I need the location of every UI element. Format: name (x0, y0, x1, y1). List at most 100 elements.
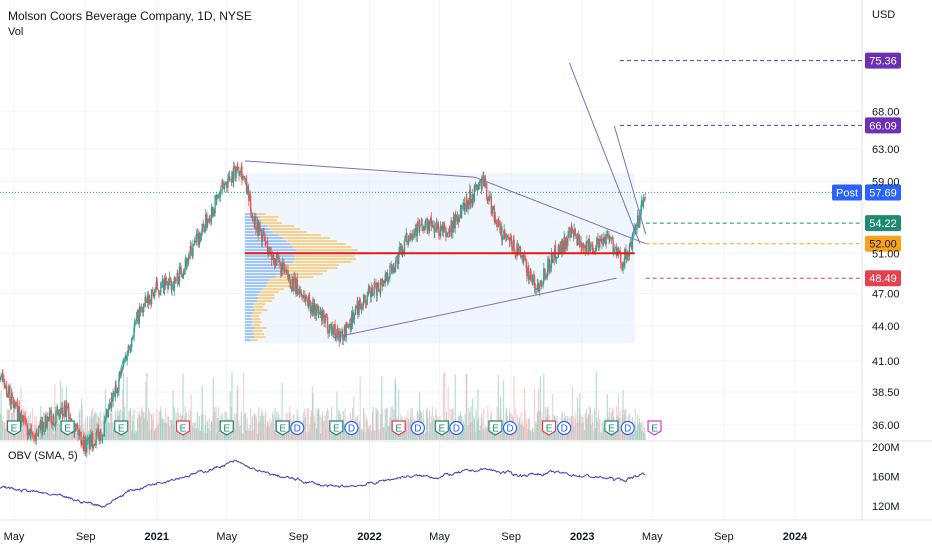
event-marker-letter: E (333, 424, 340, 435)
volume-label: Vol (8, 26, 24, 38)
profile-bar-up (244, 309, 255, 312)
volume-bar (551, 393, 554, 440)
candle-body (590, 245, 592, 247)
candle-body (65, 404, 68, 417)
volume-bar (2, 416, 4, 440)
candle-body (592, 245, 594, 253)
candle-body (27, 431, 30, 436)
profile-bar-down (254, 327, 267, 330)
candle-body (367, 289, 370, 295)
profile-bar-up (244, 291, 261, 294)
volume-bar (115, 425, 117, 440)
candle-body (636, 222, 638, 230)
volume-bar (128, 410, 130, 440)
candle-body (47, 417, 50, 421)
candle-body (597, 238, 599, 244)
candle-body (19, 413, 21, 421)
volume-bar (190, 395, 192, 440)
volume-bar (281, 382, 283, 440)
candle-body (212, 209, 215, 217)
candle-body (393, 267, 395, 272)
candle-body (397, 252, 400, 264)
candle-body (490, 196, 493, 214)
candle-body (286, 270, 288, 271)
candle-body (441, 225, 444, 231)
candle-body (341, 331, 343, 335)
volume-bar (372, 406, 374, 440)
candle-body (105, 414, 107, 420)
candle-body (31, 432, 34, 436)
candle-body (364, 295, 366, 302)
candle-body (288, 274, 291, 281)
profile-bar-down (294, 258, 356, 261)
candle-body (469, 189, 472, 204)
candle-body (625, 248, 627, 254)
dividend-marker (620, 420, 635, 436)
candle-body (504, 229, 506, 237)
volume-bar (479, 425, 481, 440)
candle-body (404, 236, 406, 241)
volume-bar (483, 408, 485, 440)
candle-body (9, 385, 11, 403)
volume-bar (269, 417, 271, 440)
candle-body (173, 277, 175, 291)
candle-body (298, 289, 300, 291)
candle-body (570, 227, 572, 238)
candle-body (133, 327, 135, 338)
candle-body (273, 259, 276, 266)
volume-bar (575, 412, 577, 440)
obv-label: OBV (SMA, 5) (8, 450, 78, 462)
volume-bar (250, 430, 252, 440)
candle-body (180, 269, 182, 275)
candle-body (157, 289, 160, 292)
candle-body (494, 216, 497, 223)
candle-body (398, 247, 400, 253)
candle-body (163, 277, 166, 294)
candle-body (200, 232, 203, 236)
candle-body (568, 231, 571, 233)
candle-body (447, 232, 449, 234)
obv-tick-label: 200M (872, 442, 900, 454)
candle-body (421, 219, 423, 228)
volume-bar (233, 412, 235, 440)
candle-body (361, 307, 363, 309)
event-marker-letter: E (395, 424, 402, 435)
dividend-marker (502, 420, 518, 436)
candle-body (354, 307, 357, 315)
volume-bar (470, 406, 472, 440)
candle-body (574, 229, 576, 235)
candle-body (375, 283, 377, 289)
volume-bar (318, 407, 320, 440)
candle-body (169, 277, 171, 281)
price-tag-label: 75.36 (869, 56, 897, 68)
candle-body (122, 361, 124, 369)
volume-bar (325, 411, 327, 440)
candle-body (349, 323, 351, 330)
candle-body (48, 413, 51, 421)
candle-body (175, 279, 177, 281)
profile-bar-down (259, 216, 279, 219)
volume-bar (315, 428, 318, 440)
candle-body (178, 266, 181, 282)
candle-body (80, 431, 82, 444)
candle-body (428, 223, 431, 231)
candle-body (636, 215, 639, 223)
volume-bar (384, 409, 386, 440)
candle-body (410, 233, 412, 239)
candle-body (182, 275, 184, 278)
candle-body (284, 269, 286, 271)
candle-body (235, 169, 237, 179)
profile-bar-up (244, 324, 252, 327)
candle-body (63, 406, 65, 416)
candle-body (543, 268, 545, 282)
volume-bar (141, 406, 143, 440)
candle-body (344, 326, 346, 338)
candle-body (109, 403, 111, 408)
profile-bar-down (267, 282, 295, 285)
candle-body (270, 247, 272, 256)
candle-body (411, 234, 414, 239)
profile-bar-down (267, 225, 295, 228)
candle-body (203, 226, 205, 233)
volume-bar (261, 412, 263, 440)
